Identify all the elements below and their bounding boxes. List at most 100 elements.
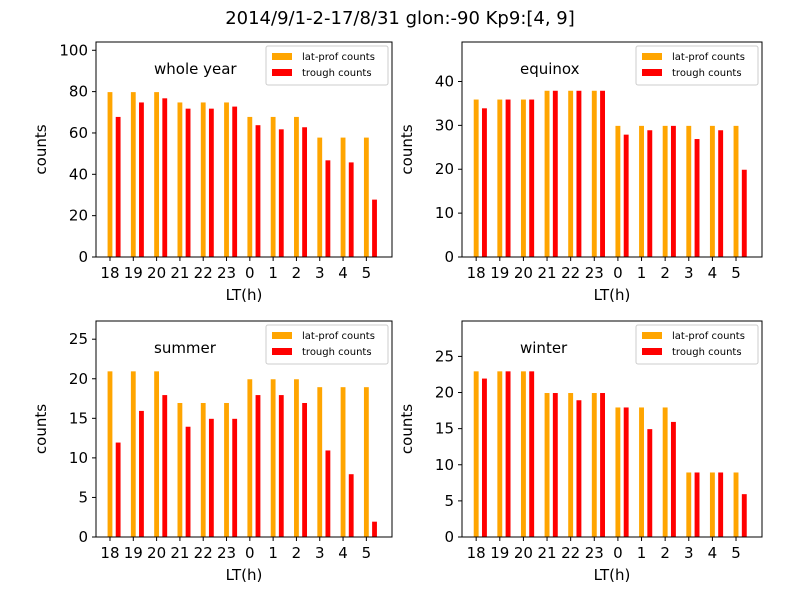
lat-prof-bar-3: [316, 136, 324, 258]
trough-bar-5: [371, 198, 378, 258]
x-tick-label: 21: [170, 544, 189, 562]
trough-bar-22: [575, 89, 583, 258]
trough-bar-23: [231, 417, 239, 538]
panel-whole-year: 18 19 20 21 22 23 0 1 2 3 4 5020406080100LT(h)count…: [32, 41, 393, 304]
trough-bar-4: [347, 473, 355, 538]
trough-bar-2: [301, 401, 309, 538]
y-tick-label: 25: [69, 330, 88, 348]
trough-bar-23: [599, 89, 607, 258]
y-tick-label: 10: [69, 449, 88, 467]
y-tick-label: 60: [69, 124, 88, 142]
legend-label: trough counts: [302, 347, 372, 358]
y-axis-label: counts: [398, 404, 416, 454]
y-tick-label: 10: [435, 456, 454, 474]
figure-title: 2014/9/1-2-17/8/31 glon:-90 Kp9:[4, 9]: [225, 8, 575, 29]
trough-bar-4: [717, 471, 725, 538]
lat-prof-bar-19: [129, 370, 137, 538]
x-tick-label: 1: [268, 264, 278, 282]
x-tick-label: 20: [147, 264, 166, 282]
legend-box: [635, 45, 759, 86]
lat-prof-bar-4: [339, 136, 347, 258]
lat-prof-bar-22: [567, 392, 575, 538]
x-tick-label: 21: [170, 264, 189, 282]
legend-label: lat-prof counts: [672, 331, 745, 342]
lat-prof-bar-2: [293, 378, 300, 538]
x-tick-label: 22: [194, 544, 213, 562]
x-tick-label: 23: [585, 544, 604, 562]
y-tick-label: 10: [435, 204, 454, 222]
lat-prof-bar-3: [685, 124, 693, 258]
panel-equinox: 18 19 20 21 22 23 0 1 2 3 4 5010203040LT(h)countseq…: [398, 41, 763, 304]
lat-prof-bar-23: [590, 392, 598, 538]
trough-bar-0: [254, 394, 262, 538]
lat-prof-bar-21: [176, 101, 184, 258]
lat-prof-bar-1: [638, 406, 645, 538]
legend-box: [265, 45, 389, 86]
trough-bar-4: [347, 161, 355, 258]
y-tick-label: 20: [69, 370, 88, 388]
y-tick-label: 15: [435, 420, 454, 438]
lat-prof-bar-5: [732, 471, 740, 538]
x-tick-label: 2: [292, 264, 302, 282]
legend-label: lat-prof counts: [302, 331, 375, 342]
x-tick-label: 5: [731, 264, 741, 282]
lat-prof-bar-2: [661, 406, 669, 538]
x-tick-label: 18: [467, 544, 486, 562]
x-tick-label: 5: [362, 264, 372, 282]
legend-label: trough counts: [302, 68, 372, 79]
trough-bar-21: [184, 107, 192, 258]
y-tick-label: 0: [444, 248, 454, 266]
trough-bar-20: [161, 97, 169, 258]
trough-bar-2: [301, 126, 309, 258]
x-tick-label: 3: [684, 264, 694, 282]
x-tick-label: 0: [613, 264, 623, 282]
x-tick-label: 18: [100, 544, 119, 562]
lat-prof-bar-4: [708, 471, 716, 538]
lat-prof-bar-4: [708, 124, 716, 258]
legend-swatch: [272, 348, 292, 355]
x-tick-label: 19: [124, 544, 143, 562]
trough-bar-3: [693, 471, 701, 538]
panel-annotation: winter: [520, 339, 568, 357]
plot-frame: [95, 320, 393, 538]
x-tick-label: 2: [660, 544, 670, 562]
x-tick-label: 1: [637, 544, 647, 562]
legend-swatch: [272, 53, 292, 60]
y-tick-label: 5: [444, 492, 454, 510]
trough-bar-5: [740, 493, 748, 538]
trough-bar-3: [693, 138, 701, 258]
lat-prof-bar-21: [176, 401, 184, 538]
panel-annotation: summer: [154, 339, 217, 357]
y-tick-label: 25: [435, 347, 454, 365]
trough-bar-4: [717, 129, 725, 258]
y-axis-label: counts: [32, 124, 50, 174]
y-tick-label: 5: [78, 488, 88, 506]
lat-prof-bar-20: [153, 91, 161, 258]
lat-prof-bar-22: [567, 89, 575, 258]
x-tick-label: 5: [362, 544, 372, 562]
lat-prof-bar-23: [223, 401, 230, 538]
x-tick-label: 4: [708, 264, 718, 282]
lat-prof-bar-4: [339, 386, 347, 538]
trough-bar-18: [114, 441, 122, 538]
x-axis-label: LT(h): [226, 286, 263, 304]
x-tick-label: 4: [338, 264, 348, 282]
trough-bar-22: [575, 399, 583, 538]
lat-prof-bar-19: [496, 98, 504, 258]
lat-prof-bar-0: [614, 124, 622, 258]
x-tick-label: 22: [561, 264, 580, 282]
x-tick-label: 20: [147, 544, 166, 562]
x-tick-label: 20: [514, 544, 533, 562]
x-tick-label: 2: [660, 264, 670, 282]
trough-bar-19: [504, 370, 512, 538]
y-tick-label: 0: [444, 528, 454, 546]
trough-bar-1: [277, 394, 285, 538]
x-tick-label: 1: [268, 544, 278, 562]
x-tick-label: 22: [194, 264, 213, 282]
lat-prof-bar-20: [153, 370, 161, 538]
trough-bar-2: [669, 124, 677, 258]
trough-bar-19: [138, 101, 145, 258]
y-tick-label: 20: [435, 160, 454, 178]
trough-bar-20: [161, 394, 169, 538]
